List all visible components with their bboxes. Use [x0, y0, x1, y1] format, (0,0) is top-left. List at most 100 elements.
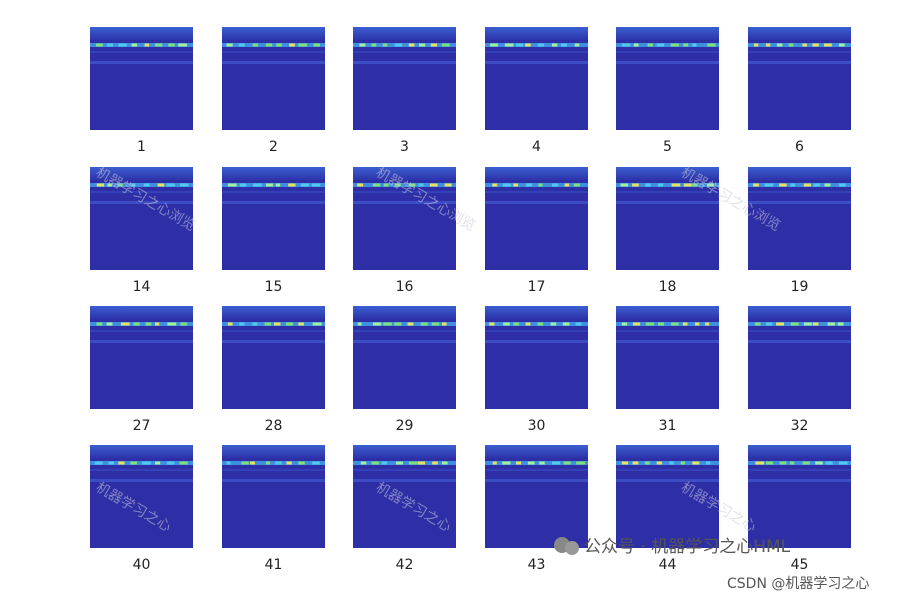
tile-hot [692, 461, 700, 465]
spectrogram [222, 306, 325, 409]
tile-band [616, 306, 719, 319]
tile-bg [485, 167, 588, 270]
tile-hot [550, 322, 557, 326]
tile-line [90, 183, 193, 187]
tile-hot [827, 322, 836, 326]
tile-hot [250, 461, 255, 465]
tile-hot [383, 322, 392, 326]
tile-hot [764, 183, 774, 187]
tile-hot [106, 322, 113, 326]
tile-label: 16 [396, 279, 414, 295]
tile-hot [564, 183, 570, 187]
tile-faint [222, 330, 325, 332]
tile-hot [383, 183, 389, 187]
tile-hot [537, 322, 544, 326]
tile-line [353, 461, 456, 465]
tile-faint [616, 51, 719, 53]
tile-hot [656, 461, 663, 465]
tile-bg [222, 167, 325, 270]
tile-hot [301, 183, 309, 187]
tile-faint [748, 340, 851, 343]
spectrogram [616, 167, 719, 270]
tile-bg [222, 27, 325, 130]
spectrogram [353, 445, 456, 548]
tile-line [748, 43, 851, 47]
tile-hot [227, 183, 237, 187]
tile-hot [776, 322, 784, 326]
tile-hot [695, 322, 700, 326]
tile-hot [562, 322, 570, 326]
tile-hot [395, 183, 401, 187]
tile-band [748, 445, 851, 458]
tile-band [616, 27, 719, 40]
tile-label: 27 [133, 418, 151, 434]
tile-hot [107, 183, 112, 187]
tile-band [90, 167, 193, 180]
spectrogram [353, 27, 456, 130]
tile-faint [353, 191, 456, 193]
tile-hot [803, 322, 812, 326]
tile-hot [276, 43, 282, 47]
tile-line [222, 43, 325, 47]
tile-hot [179, 461, 188, 465]
tile-hot [576, 461, 586, 465]
tile-line [485, 43, 588, 47]
tile-hot [441, 322, 447, 326]
tile-hot [753, 183, 759, 187]
tile-hot [561, 43, 567, 47]
tile-hot [504, 43, 514, 47]
tile-bg [616, 27, 719, 130]
spectrogram [90, 306, 193, 409]
tile-label: 3 [400, 139, 409, 155]
tile-band [748, 27, 851, 40]
tile-faint [616, 479, 719, 482]
tile-hot [538, 183, 543, 187]
spectrogram [748, 306, 851, 409]
tile-bg [222, 306, 325, 409]
tile-hot [632, 461, 639, 465]
tile-hot [264, 322, 272, 326]
tile-hot [707, 43, 716, 47]
tile-bg [748, 445, 851, 548]
tile-label: 19 [791, 279, 809, 295]
tile-faint [616, 191, 719, 193]
tile-faint [353, 340, 456, 343]
tile-hot [575, 322, 582, 326]
tile-hot [408, 183, 416, 187]
tile-faint [222, 191, 325, 193]
tile-line [616, 322, 719, 326]
tile-hot [118, 43, 127, 47]
tile-hot [574, 43, 580, 47]
tile-hot [706, 461, 711, 465]
tile-label: 17 [528, 279, 546, 295]
tile-hot [394, 322, 402, 326]
tile-hot [803, 183, 811, 187]
tile-hot [394, 43, 403, 47]
tile-hot [166, 183, 175, 187]
tile-hot [142, 461, 151, 465]
tile-hot [633, 322, 641, 326]
tile-hot [429, 183, 438, 187]
tile-hot [143, 183, 150, 187]
tile-hot [157, 183, 165, 187]
tile-label: 32 [791, 418, 809, 434]
tile-faint [353, 51, 456, 53]
tile-faint [485, 51, 588, 53]
tile-line [616, 461, 719, 465]
tile-hot [357, 322, 362, 326]
tile-line [748, 183, 851, 187]
tile-label: 4 [532, 139, 541, 155]
tile-hot [108, 461, 115, 465]
tile-line [90, 322, 193, 326]
tile-faint [616, 340, 719, 343]
tile-hot [621, 322, 628, 326]
tile-hot [539, 461, 545, 465]
tile-hot [657, 183, 664, 187]
tile-hot [444, 183, 452, 187]
tile-hot [755, 461, 765, 465]
spectrogram [485, 167, 588, 270]
tile-hot [289, 43, 295, 47]
tile-hot [96, 322, 103, 326]
tile-hot [298, 322, 304, 326]
tile-hot [824, 43, 832, 47]
